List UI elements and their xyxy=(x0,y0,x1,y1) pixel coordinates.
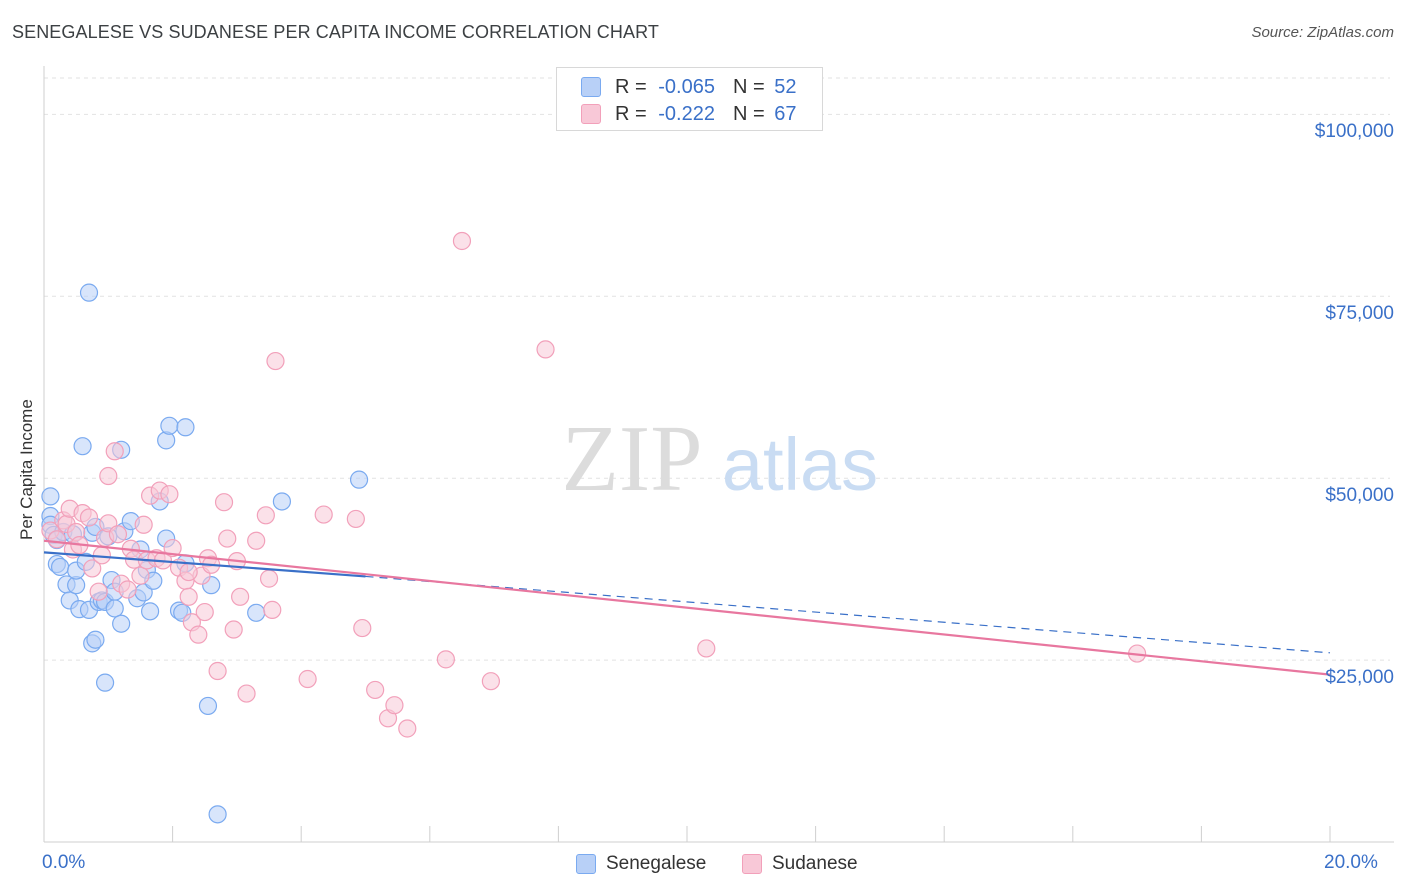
legend-r-value: -0.065 xyxy=(658,75,715,98)
legend-swatch-senegalese xyxy=(581,77,601,97)
legend-n-value: 52 xyxy=(774,75,797,98)
data-point-senegalese xyxy=(50,557,70,577)
series-swatch-sudanese xyxy=(742,854,762,874)
data-point-sudanese xyxy=(346,509,365,529)
data-point-sudanese xyxy=(247,531,266,550)
data-point-senegalese xyxy=(140,602,160,621)
data-point-sudanese xyxy=(231,587,250,606)
data-point-sudanese xyxy=(105,442,124,461)
data-point-sudanese xyxy=(353,618,372,638)
data-point-sudanese xyxy=(179,587,198,606)
data-point-sudanese xyxy=(163,538,182,558)
data-point-senegalese xyxy=(208,805,227,824)
data-point-sudanese xyxy=(189,625,208,644)
trend-lines xyxy=(43,539,1331,676)
y-axis-label: Per Capita Income xyxy=(17,399,36,540)
data-point-sudanese xyxy=(224,620,243,639)
data-point-senegalese xyxy=(198,696,218,716)
data-point-sudanese xyxy=(79,508,99,527)
data-point-senegalese xyxy=(112,614,131,633)
data-point-senegalese xyxy=(349,470,369,489)
legend-r-label: R = xyxy=(615,102,647,125)
data-point-sudanese xyxy=(697,639,716,658)
series-legend-senegalese: Senegalese xyxy=(576,852,706,876)
data-point-senegalese xyxy=(86,630,105,649)
data-point-senegalese xyxy=(272,492,292,511)
data-point-sudanese xyxy=(179,562,198,582)
data-point-sudanese xyxy=(256,506,275,525)
data-point-sudanese xyxy=(99,466,118,486)
data-point-sudanese xyxy=(298,669,317,689)
data-point-sudanese xyxy=(131,566,150,585)
data-point-sudanese xyxy=(452,231,472,251)
legend-n-label: N = xyxy=(732,102,765,125)
data-point-sudanese xyxy=(263,600,282,619)
data-point-senegalese xyxy=(95,673,115,692)
legend-r-value: -0.222 xyxy=(658,102,715,125)
data-point-sudanese xyxy=(481,672,500,691)
watermark-zip: ZIP xyxy=(562,407,703,511)
data-point-sudanese xyxy=(536,340,555,359)
watermark-atlas: atlas xyxy=(722,423,878,506)
data-point-sudanese xyxy=(266,351,285,371)
data-point-sudanese xyxy=(366,680,385,700)
x-tick-label-max: 20.0% xyxy=(1324,852,1378,873)
data-point-sudanese xyxy=(259,569,279,588)
series-legend-sudanese: Sudanese xyxy=(742,852,858,876)
data-point-senegalese xyxy=(41,487,60,506)
chart-title: SENEGALESE VS SUDANESE PER CAPITA INCOME… xyxy=(12,22,659,42)
data-point-sudanese xyxy=(314,505,333,524)
data-point-senegalese xyxy=(176,418,195,437)
data-point-sudanese xyxy=(89,582,108,601)
y-tick-label: $75,000 xyxy=(1325,303,1394,325)
data-point-senegalese xyxy=(105,599,124,618)
data-point-sudanese xyxy=(218,529,237,548)
series-name-sudanese: Sudanese xyxy=(772,853,858,874)
data-point-senegalese xyxy=(73,437,92,456)
data-point-sudanese xyxy=(385,696,404,715)
trend-line-extension-senegalese xyxy=(365,575,1331,654)
data-point-sudanese xyxy=(160,485,179,504)
trend-line-senegalese xyxy=(43,551,366,578)
grid-lines xyxy=(44,77,1390,661)
data-point-sudanese xyxy=(214,493,234,512)
data-point-sudanese xyxy=(398,719,417,738)
data-point-senegalese xyxy=(79,283,99,302)
legend-row-senegalese: R = -0.065 N = 52 xyxy=(581,75,796,99)
data-point-sudanese xyxy=(47,530,66,549)
trend-line-sudanese xyxy=(43,539,1331,676)
axes xyxy=(43,66,1394,843)
data-point-senegalese xyxy=(160,416,179,435)
data-point-sudanese xyxy=(208,661,227,681)
legend-r-label: R = xyxy=(615,75,647,98)
data-point-sudanese xyxy=(118,580,137,599)
data-point-sudanese xyxy=(237,684,256,703)
x-tick-label-min: 0.0% xyxy=(42,852,86,873)
data-point-sudanese xyxy=(436,650,455,669)
series-swatch-senegalese xyxy=(576,854,596,874)
legend-n-value: 67 xyxy=(774,102,797,125)
y-tick-label: $25,000 xyxy=(1325,667,1394,689)
watermark: ZIP atlas xyxy=(562,407,879,511)
series-name-senegalese: Senegalese xyxy=(606,853,707,874)
data-points xyxy=(41,231,1147,824)
correlation-legend: R = -0.065 N = 52 R = -0.222 N = 67 xyxy=(556,67,823,131)
legend-swatch-sudanese xyxy=(581,104,601,124)
source-credit: Source: ZipAtlas.com xyxy=(1251,24,1394,41)
data-point-sudanese xyxy=(108,525,128,544)
data-point-senegalese xyxy=(247,603,266,622)
y-tick-label: $100,000 xyxy=(1314,121,1394,143)
data-point-sudanese xyxy=(134,515,153,534)
data-point-sudanese xyxy=(195,602,214,622)
y-tick-label: $50,000 xyxy=(1325,485,1394,507)
data-point-sudanese xyxy=(83,559,102,578)
legend-row-sudanese: R = -0.222 N = 67 xyxy=(581,102,796,126)
legend-n-label: N = xyxy=(732,75,765,98)
